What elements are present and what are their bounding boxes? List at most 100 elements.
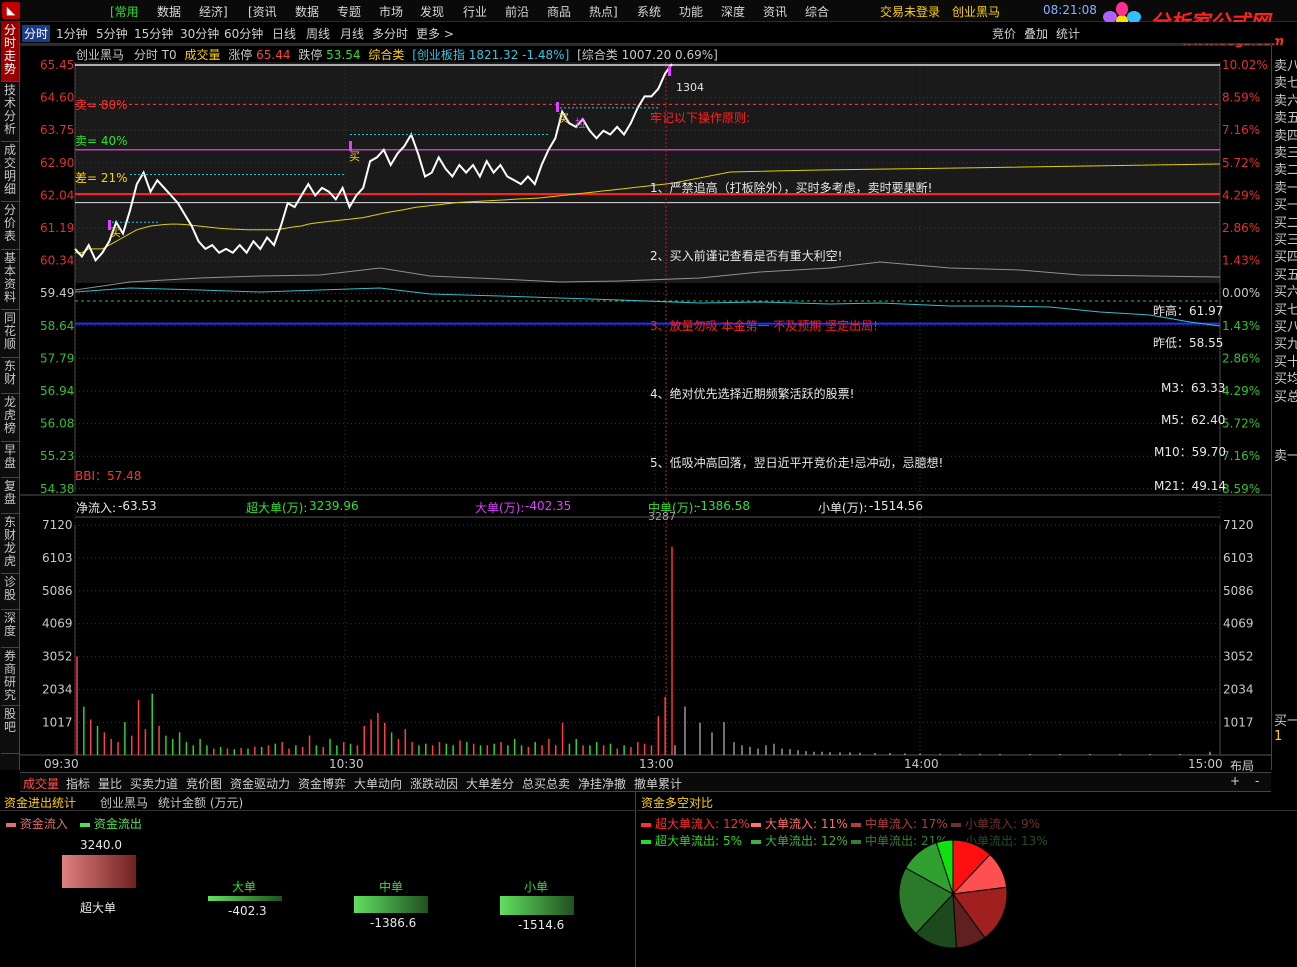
menu-item-6[interactable]: 市场 <box>379 5 404 19</box>
left-tab-10[interactable]: 东财龙虎 <box>1 514 19 574</box>
period-4[interactable]: 30分钟 <box>180 27 220 41</box>
order-book-row-17[interactable]: 买十 <box>1274 354 1297 370</box>
bottom-tab-5[interactable]: 资金驱动力 <box>230 777 291 791</box>
bottom-tab-9[interactable]: 大单差分 <box>466 777 515 791</box>
menu-item-14[interactable]: 深度 <box>721 5 746 19</box>
bottom-tab-11[interactable]: 净挂净撤 <box>578 777 627 791</box>
menu-item-10[interactable]: 商品 <box>547 5 572 19</box>
signal-marker <box>556 102 559 112</box>
period-6[interactable]: 日线 <box>272 27 297 41</box>
period-2[interactable]: 5分钟 <box>96 27 128 41</box>
period-0[interactable]: 分时 <box>22 25 51 42</box>
order-book-row-2[interactable]: 卖六 <box>1274 93 1297 109</box>
order-book-row-10[interactable]: 买三 <box>1274 233 1297 248</box>
left-tab-1[interactable]: 技术分析 <box>1 82 19 142</box>
zoom-in-button[interactable]: + <box>1230 774 1241 788</box>
statistics-button[interactable]: 统计 <box>1056 27 1081 41</box>
left-tab-0[interactable]: 分时走势 <box>1 22 19 82</box>
bottom-tab-6[interactable]: 资金博弈 <box>298 777 347 791</box>
order-book-row-5[interactable]: 卖三 <box>1274 146 1297 161</box>
sector-index-value: [综合类 1007.20 0.69%] <box>577 48 718 62</box>
order-book-row-13[interactable]: 买六 <box>1274 285 1297 301</box>
zoom-out-button[interactable]: - <box>1255 774 1260 788</box>
left-tab-2[interactable]: 成交明细 <box>1 142 19 202</box>
menu-item-15[interactable]: 资讯 <box>763 5 788 19</box>
bottom-tab-8[interactable]: 涨跌动因 <box>410 777 459 791</box>
menu-item-3[interactable]: [资讯 <box>248 5 277 19</box>
period-7[interactable]: 周线 <box>306 27 331 41</box>
bottom-tab-10[interactable]: 总买总卖 <box>522 777 571 791</box>
period-5[interactable]: 60分钟 <box>224 27 264 41</box>
left-tab-4[interactable]: 基本资料 <box>1 250 19 310</box>
price-axis-label: 61.19 <box>40 221 74 235</box>
bottom-tab-7[interactable]: 大单动向 <box>354 777 403 791</box>
menu-item-9[interactable]: 前沿 <box>505 5 530 19</box>
menu-item-7[interactable]: 发现 <box>420 5 445 19</box>
menu-item-13[interactable]: 功能 <box>679 5 704 19</box>
overlay-button[interactable]: 叠加 <box>1024 27 1049 41</box>
menu-item-5[interactable]: 专题 <box>337 5 362 19</box>
period-1[interactable]: 1分钟 <box>56 27 88 41</box>
left-tab-7[interactable]: 龙虎榜 <box>1 394 19 442</box>
order-book-row-6[interactable]: 卖二 <box>1274 163 1297 179</box>
period-8[interactable]: 月线 <box>340 27 365 41</box>
order-book-row-12[interactable]: 买五 <box>1274 267 1297 283</box>
period-3[interactable]: 15分钟 <box>134 27 174 41</box>
bottom-tab-3[interactable]: 买卖力道 <box>130 777 179 791</box>
order-book-row-3[interactable]: 卖五 <box>1274 111 1297 127</box>
period-9[interactable]: 多分时 <box>372 27 409 41</box>
fund-flow-title[interactable]: 资金进出统计 <box>4 796 77 810</box>
menu-item-8[interactable]: 行业 <box>463 5 488 19</box>
fund-ratio-title[interactable]: 资金多空对比 <box>641 796 714 810</box>
inflow-swatch-icon <box>6 822 16 827</box>
login-status[interactable]: 交易未登录 <box>880 5 941 19</box>
bottom-tab-2[interactable]: 量比 <box>98 777 123 791</box>
current-stock[interactable]: 创业黑马 <box>952 5 1001 19</box>
bottom-tab-1[interactable]: 指标 <box>66 777 91 791</box>
order-book-row-7[interactable]: 卖一 <box>1274 180 1297 196</box>
bottom-tab-4[interactable]: 竞价图 <box>186 777 223 791</box>
left-tab-6[interactable]: 东财 <box>1 358 19 394</box>
menu-item-0[interactable]: [常用 <box>110 5 139 19</box>
order-book-row-0[interactable]: 卖八 <box>1274 59 1297 74</box>
app-logo-icon[interactable]: ◣ <box>2 2 20 19</box>
signal-marker <box>668 66 671 76</box>
stock-name: 创业黑马 <box>76 48 125 62</box>
order-book-row-4[interactable]: 卖四 <box>1274 128 1297 144</box>
menu-item-11[interactable]: 热点] <box>589 5 618 19</box>
order-book-extra-2[interactable]: 1 <box>1274 729 1283 744</box>
menu-item-2[interactable]: 经济] <box>199 5 228 19</box>
left-tab-3[interactable]: 分价表 <box>1 202 19 250</box>
order-book-extra-0[interactable]: 卖一 <box>1274 449 1297 464</box>
rule-4: 4、绝对优先选择近期频繁活跃的股票! <box>650 387 855 401</box>
left-tab-9[interactable]: 复盘 <box>1 478 19 514</box>
left-tab-13[interactable]: 券商研究 <box>1 648 19 706</box>
left-tab-5[interactable]: 同花顺 <box>1 310 19 358</box>
menu-item-12[interactable]: 系统 <box>637 5 662 19</box>
left-tab-11[interactable]: 诊股 <box>1 574 19 610</box>
menu-item-16[interactable]: 综合 <box>805 5 830 19</box>
left-tab-12[interactable]: 深度 <box>1 610 19 648</box>
menu-item-1[interactable]: 数据 <box>157 5 182 19</box>
layout-button[interactable]: 布局 <box>1230 759 1255 773</box>
order-book-row-19[interactable]: 买总 <box>1274 389 1297 405</box>
period-10[interactable]: 更多 > <box>416 27 454 41</box>
order-book-row-8[interactable]: 买一 <box>1274 198 1297 214</box>
indicator-grey-line <box>74 261 1221 291</box>
order-book-row-9[interactable]: 买二 <box>1274 215 1297 231</box>
left-tab-14[interactable]: 股吧 <box>1 706 19 754</box>
left-tab-8[interactable]: 早盘 <box>1 442 19 478</box>
order-book-row-15[interactable]: 买八 <box>1274 320 1297 335</box>
order-book-row-14[interactable]: 买七 <box>1274 302 1297 318</box>
bottom-tab-12[interactable]: 撤单累计 <box>634 777 683 791</box>
menu-item-4[interactable]: 数据 <box>295 5 320 19</box>
order-book-row-11[interactable]: 买四 <box>1274 250 1297 266</box>
order-book-row-18[interactable]: 买均 <box>1274 372 1297 388</box>
order-book-row-16[interactable]: 买九 <box>1274 337 1297 353</box>
legend-inflow-text: 资金流入 <box>19 817 68 831</box>
order-book-extra-1[interactable]: 买一 <box>1274 714 1297 729</box>
auction-button[interactable]: 竞价 <box>992 27 1017 41</box>
ma3-label: M3：63.33 <box>1161 381 1226 395</box>
order-book-row-1[interactable]: 卖七 <box>1274 76 1297 92</box>
bottom-tab-0[interactable]: 成交量 <box>23 777 60 791</box>
